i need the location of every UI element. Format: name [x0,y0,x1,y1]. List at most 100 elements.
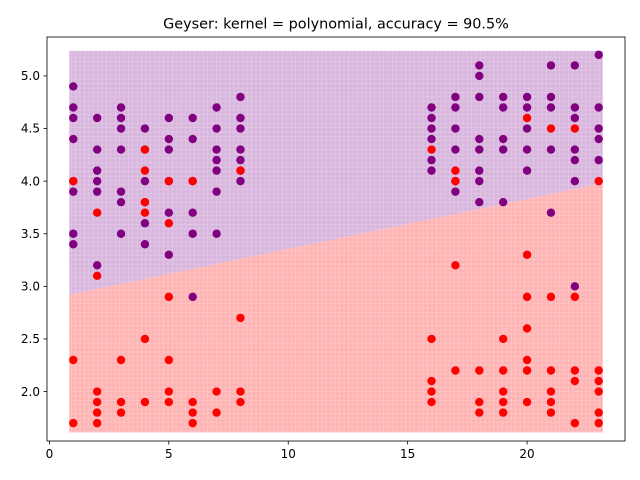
point-upper-class [140,219,150,228]
point-lower-class [570,418,580,428]
point-upper-class [212,155,221,165]
point-upper-class [475,134,484,144]
x-tick-label: 10 [281,447,296,461]
x-tick-label: 5 [165,447,173,461]
point-lower-class [427,376,436,386]
point-upper-class [164,134,174,144]
point-upper-class [451,187,460,196]
x-tick-label: 20 [519,447,534,461]
point-upper-class [164,113,174,123]
point-upper-class [236,92,245,102]
point-lower-class [498,387,508,396]
point-lower-class [164,355,174,365]
point-lower-class [164,176,174,186]
point-lower-class [522,397,532,407]
point-lower-class [92,397,102,407]
point-lower-class [236,397,245,407]
y-tick-label: 2.0 [21,385,40,399]
point-upper-class [212,187,221,196]
point-upper-class [92,166,102,175]
x-axis: 0 5 10 15 20 [46,441,535,461]
point-lower-class [69,418,78,428]
point-upper-class [188,208,197,217]
point-upper-class [570,176,580,186]
y-tick-label: 2.5 [21,332,40,346]
point-lower-class [451,366,460,375]
point-upper-class [594,50,603,60]
point-lower-class [498,334,508,344]
point-lower-class [522,292,532,302]
decision-grid-texture [69,50,603,433]
point-lower-class [594,418,603,428]
point-lower-class [475,366,484,375]
point-lower-class [427,387,436,396]
point-lower-class [498,366,508,375]
x-tick-label: 0 [46,447,54,461]
point-upper-class [69,113,78,123]
point-upper-class [546,61,556,70]
point-upper-class [69,134,78,144]
point-lower-class [546,366,556,375]
point-lower-class [236,387,245,396]
point-lower-class [92,271,102,281]
point-lower-class [188,408,197,417]
point-upper-class [116,113,126,123]
point-upper-class [116,197,126,207]
point-upper-class [116,229,126,238]
point-upper-class [140,176,150,186]
point-lower-class [140,334,150,344]
point-lower-class [522,355,532,365]
point-lower-class [498,408,508,417]
point-upper-class [212,166,221,175]
point-lower-class [546,124,556,133]
point-upper-class [236,155,245,165]
point-lower-class [164,219,174,228]
point-upper-class [594,124,603,133]
point-upper-class [92,261,102,270]
point-lower-class [594,176,603,186]
point-lower-class [594,387,603,396]
point-lower-class [522,366,532,375]
point-lower-class [140,197,150,207]
point-upper-class [188,292,197,302]
point-upper-class [475,197,484,207]
point-lower-class [92,418,102,428]
point-upper-class [188,113,197,123]
point-upper-class [594,103,603,112]
x-tick-label: 15 [400,447,415,461]
point-lower-class [570,376,580,386]
point-upper-class [69,240,78,249]
point-upper-class [92,187,102,196]
point-lower-class [427,145,436,154]
region-upper-class [69,50,603,295]
point-upper-class [546,92,556,102]
point-upper-class [427,103,436,112]
point-upper-class [570,113,580,123]
point-lower-class [92,387,102,396]
point-lower-class [116,397,126,407]
point-lower-class [451,166,460,175]
point-upper-class [475,145,484,154]
point-upper-class [212,229,221,238]
point-upper-class [69,103,78,112]
point-upper-class [164,208,174,217]
point-lower-class [164,397,174,407]
point-upper-class [69,187,78,196]
point-upper-class [92,176,102,186]
point-upper-class [498,145,508,154]
point-upper-class [475,92,484,102]
point-upper-class [451,103,460,112]
data-points [69,50,603,428]
point-lower-class [546,292,556,302]
point-lower-class [594,366,603,375]
point-lower-class [92,408,102,417]
point-lower-class [475,408,484,417]
point-lower-class [140,397,150,407]
y-tick-label: 4.0 [21,174,40,188]
point-lower-class [236,313,245,323]
point-upper-class [570,282,580,291]
point-lower-class [570,292,580,302]
point-lower-class [92,208,102,217]
y-tick-label: 5.0 [21,69,40,83]
point-lower-class [427,334,436,344]
